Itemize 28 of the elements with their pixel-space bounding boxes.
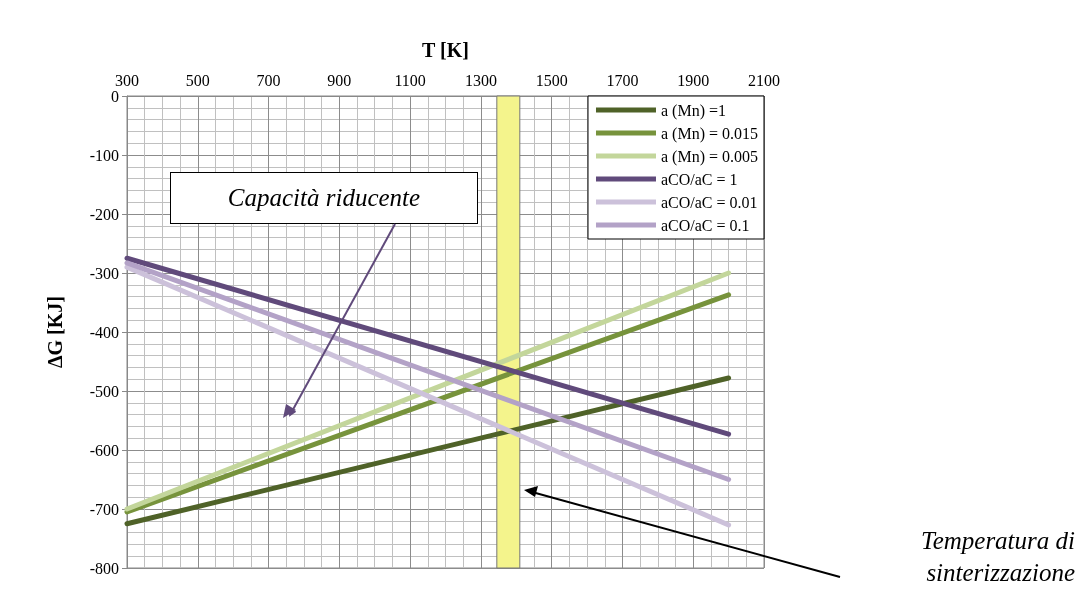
x-tick-label: 1500 — [535, 71, 568, 89]
y-tick-label: -100 — [89, 146, 119, 164]
x-tick-label: 2100 — [748, 71, 780, 89]
x-tick-label: 1100 — [394, 71, 426, 89]
y-tick-label: -400 — [89, 323, 119, 341]
x-tick-label: 1300 — [464, 71, 497, 89]
y-tick-label: -600 — [89, 441, 119, 459]
y-tick-label: 0 — [111, 87, 119, 105]
y-tick-label: -700 — [89, 500, 119, 518]
x-tick-label: 1700 — [606, 71, 639, 89]
y-axis-title: ΔG [KJ] — [44, 296, 66, 368]
text: Temperatura di sinterizzazione — [920, 526, 1075, 588]
x-tick-label: 500 — [185, 71, 210, 89]
x-tick-label: 300 — [115, 71, 139, 89]
x-tick-label: 1900 — [677, 71, 710, 89]
y-tick-label: -800 — [89, 559, 119, 577]
y-tick-label: -500 — [89, 382, 119, 400]
legend-label: aCO/aC = 0.01 — [660, 193, 758, 211]
legend-label: a (Mn) = 0.005 — [660, 147, 759, 166]
y-tick-label: -300 — [89, 264, 119, 282]
x-axis-title: T [K] — [422, 39, 469, 61]
legend-label: aCO/aC = 0.1 — [660, 216, 750, 234]
x-tick-label: 700 — [256, 71, 281, 89]
legend-label: aCO/aC = 1 — [660, 170, 738, 188]
x-tick-label: 900 — [327, 71, 352, 89]
legend-label: a (Mn) = 0.015 — [660, 124, 759, 143]
y-tick-label: -200 — [89, 205, 119, 223]
legend-label: a (Mn) =1 — [660, 101, 727, 120]
